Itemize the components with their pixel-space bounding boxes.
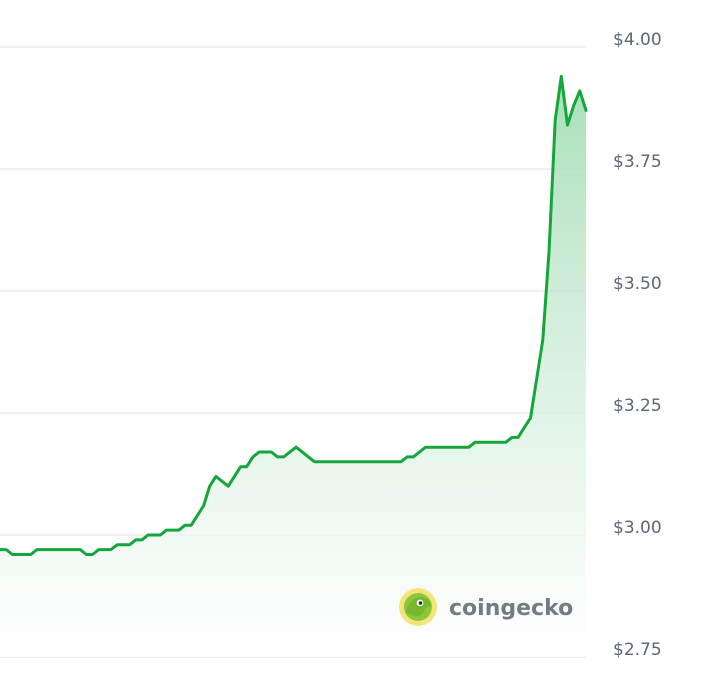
y-tick-label: $3.50 <box>613 274 662 294</box>
y-tick-label: $3.25 <box>613 396 662 416</box>
y-tick-label: $4.00 <box>613 30 662 50</box>
y-axis: $4.00 $3.75 $3.50 $3.25 $3.00 $2.75 <box>613 30 662 660</box>
y-tick-label: $3.00 <box>613 518 662 538</box>
watermark-text: coingecko <box>449 596 573 621</box>
y-tick-label: $3.75 <box>613 152 662 172</box>
price-line <box>0 74 588 556</box>
gecko-logo-icon <box>399 588 437 626</box>
coingecko-watermark: coingecko <box>399 588 573 626</box>
y-tick-label: $2.75 <box>613 640 662 660</box>
price-area-fill <box>0 76 586 658</box>
